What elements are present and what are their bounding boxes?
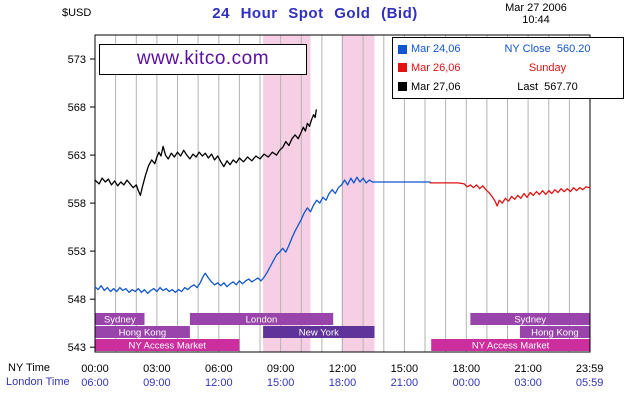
- series-swatch-black: [398, 82, 407, 92]
- legend-item: Mar 27,06 Last 567.70: [398, 81, 618, 93]
- price-line-mar-27-06: [94, 109, 317, 197]
- series-swatch-red: [398, 63, 407, 73]
- x-tick-label-ny: 12:00: [329, 363, 357, 375]
- y-tick-label: 568: [68, 102, 86, 114]
- x-tick-label-ny: 03:00: [143, 363, 171, 375]
- legend: Mar 24,06 NY Close 560.20 Mar 26,06 Sund…: [392, 37, 624, 99]
- session-bar: [470, 313, 590, 325]
- y-tick-label: 563: [68, 150, 86, 162]
- legend-date: Mar 24,06: [411, 43, 461, 56]
- currency-label: $USD: [62, 7, 92, 19]
- legend-desc: Sunday: [528, 61, 567, 74]
- x-tick-label-london: 09:00: [143, 377, 171, 389]
- x-tick-label-london: 06:00: [81, 377, 109, 389]
- session-bar: [519, 326, 590, 338]
- session-bar: [95, 339, 240, 351]
- session-bar-label: Hong Kong: [119, 328, 167, 339]
- y-tick-label: 548: [68, 294, 86, 306]
- legend-date: Mar 27,06: [411, 80, 461, 93]
- series-swatch-blue: [398, 44, 407, 54]
- y-tick-label: 543: [68, 342, 86, 354]
- x-tick-label-london: 12:00: [205, 377, 233, 389]
- chart-date: Mar 27 2006: [505, 2, 567, 14]
- x-tick-label-ny: 18:00: [453, 363, 481, 375]
- legend-item: Mar 26,06 Sunday: [398, 62, 618, 74]
- kitco-watermark: www.kitco.com: [99, 44, 307, 75]
- shaded-band: [341, 35, 375, 352]
- x-tick-label-london: 00:00: [453, 377, 481, 389]
- session-bar-label: Sydney: [104, 315, 136, 326]
- session-bar: [263, 326, 375, 338]
- x-tick-label-ny: 23:59: [576, 363, 604, 375]
- session-bar: [431, 339, 590, 351]
- legend-desc: NY Close 560.20: [504, 43, 591, 56]
- x-tick-label-ny: 15:00: [391, 363, 419, 375]
- x-axis-caption-ny-time: NY Time: [8, 362, 50, 374]
- session-bar: [95, 313, 145, 325]
- session-bar-label: Sydney: [514, 315, 546, 326]
- shaded-band: [263, 35, 311, 352]
- y-tick-label: 553: [68, 246, 86, 258]
- session-bar-label: New York: [299, 328, 339, 339]
- x-tick-label-london: 03:00: [514, 377, 542, 389]
- page-title: 24 Hour Spot Gold (Bid): [212, 5, 418, 22]
- timestamp: Mar 27 2006 10:44: [497, 2, 575, 26]
- session-bar-label: NY Access Market: [472, 341, 550, 352]
- x-axis-caption-london-time: London Time: [6, 376, 70, 388]
- session-bar-label: NY Access Market: [128, 341, 206, 352]
- y-tick-label: 558: [68, 198, 86, 210]
- x-tick-label-ny: 09:00: [267, 363, 295, 375]
- x-tick-label-london: 21:00: [391, 377, 419, 389]
- x-tick-label-ny: 06:00: [205, 363, 233, 375]
- legend-desc: Last 567.70: [517, 80, 578, 93]
- legend-date: Mar 26,06: [411, 61, 461, 74]
- plot-border: [94, 34, 591, 353]
- session-bar-label: Hong Kong: [531, 328, 579, 339]
- session-bar-label: London: [246, 315, 278, 326]
- price-line-mar-26-06: [429, 182, 591, 207]
- y-tick-label: 573: [68, 54, 86, 66]
- x-tick-label-london: 05:59: [576, 377, 604, 389]
- x-tick-label-ny: 00:00: [81, 363, 109, 375]
- legend-item: Mar 24,06 NY Close 560.20: [398, 43, 618, 55]
- x-tick-label-ny: 21:00: [514, 363, 542, 375]
- session-bar: [95, 326, 190, 338]
- chart-time: 10:44: [522, 14, 550, 26]
- x-tick-label-london: 15:00: [267, 377, 295, 389]
- session-bar: [189, 313, 334, 325]
- x-tick-label-london: 18:00: [329, 377, 357, 389]
- price-line-mar-24-06: [94, 176, 431, 295]
